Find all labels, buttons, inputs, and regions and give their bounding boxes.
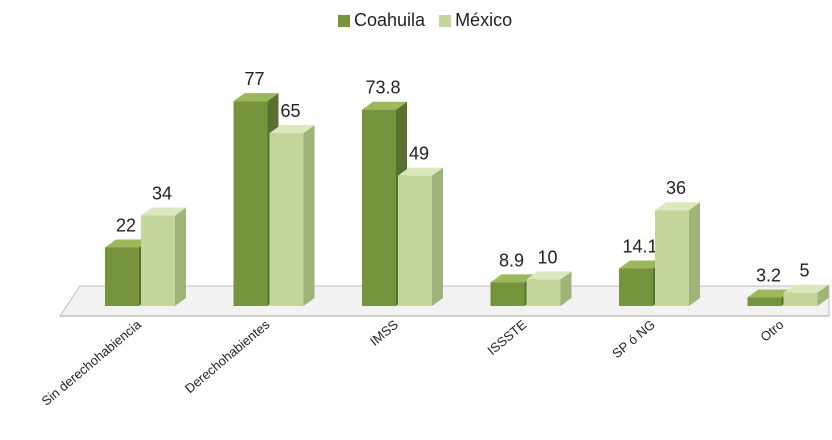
legend-label-mexico: México — [455, 10, 513, 30]
bar-mexico-0 — [141, 207, 186, 306]
bar-mexico-5 — [783, 284, 829, 306]
x-tick-label-2: IMSS — [367, 317, 401, 349]
x-tick-label-0: Sin derechohabiencia — [38, 316, 144, 408]
legend-label-coahuila: Coahuila — [354, 10, 426, 30]
legend-swatch-mexico — [439, 14, 452, 27]
data-label-mexico-2: 49 — [409, 144, 429, 164]
bar-coahuila-4 — [619, 260, 664, 306]
data-label-mexico-1: 65 — [280, 101, 300, 121]
data-label-mexico-5: 5 — [799, 261, 809, 281]
legend-item-mexico: México — [439, 10, 512, 31]
data-label-coahuila-1: 77 — [244, 69, 264, 89]
bar-mexico-2 — [398, 167, 443, 306]
legend-swatch-coahuila — [338, 14, 350, 27]
data-label-mexico-0: 34 — [152, 184, 172, 204]
data-label-coahuila-2: 73.8 — [365, 78, 400, 98]
bar-mexico-4 — [655, 202, 700, 306]
x-tick-label-1: Derechohabientes — [182, 316, 273, 396]
data-label-mexico-4: 36 — [666, 178, 686, 198]
data-label-coahuila-0: 22 — [116, 215, 136, 235]
bar-mexico-3 — [526, 271, 572, 306]
data-label-coahuila-4: 14.1 — [622, 236, 657, 256]
bar-mexico-1 — [269, 125, 315, 306]
data-label-coahuila-5: 3.2 — [756, 265, 781, 285]
x-tick-label-3: ISSSTE — [484, 317, 529, 358]
chart-legend: Coahuila México — [338, 10, 512, 31]
legend-item-coahuila: Coahuila — [338, 10, 425, 31]
data-label-coahuila-3: 8.9 — [499, 250, 524, 270]
x-tick-label-5: Otro — [757, 317, 786, 345]
x-tick-label-4: SP ó NG — [609, 317, 658, 361]
data-label-mexico-3: 10 — [537, 247, 557, 267]
